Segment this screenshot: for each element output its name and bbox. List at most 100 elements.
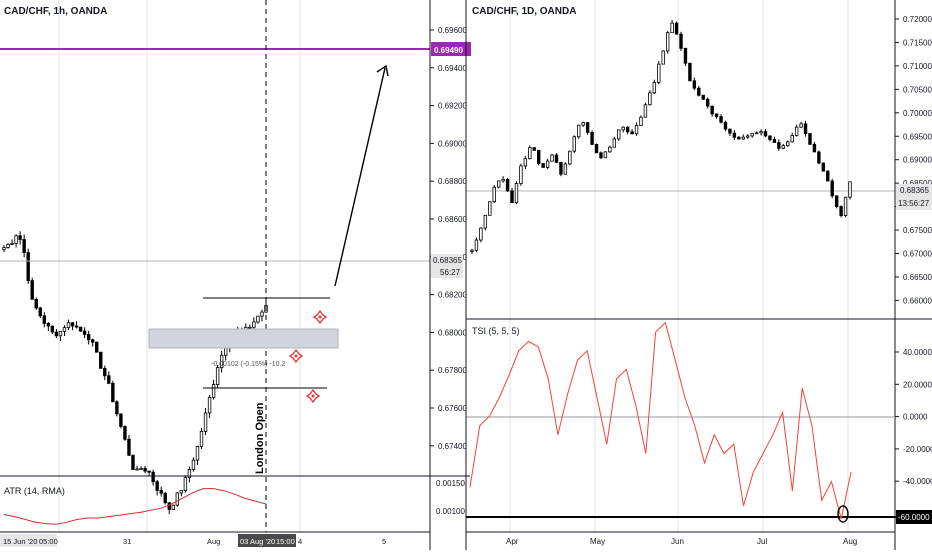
tsi-tick: -40.0000 [903,477,932,486]
candle-body [501,178,505,182]
candle-body [714,113,719,118]
target-marker[interactable] [312,309,328,325]
candle-body [30,280,34,300]
candle-body [661,50,665,65]
right-vertical-grid [509,0,849,532]
candle-body [799,123,803,128]
left-candles[interactable] [2,231,268,515]
candle-body [723,121,728,130]
candle-body [790,135,794,143]
candle-body [794,126,799,136]
time-label: 31 [123,537,131,546]
candle-body [759,131,763,134]
candle-body [123,426,127,440]
candle-body [159,490,163,494]
candle-body [817,151,821,164]
tsi-line[interactable] [469,321,852,520]
candle-body [639,116,643,126]
candle-body [14,235,18,244]
candle-body [6,244,10,248]
candle-body [772,139,777,143]
candle-body [563,163,568,175]
candle-body [479,227,483,241]
candle-body [139,468,143,470]
candle-body [248,326,252,329]
tsi-level-label: -60.0000 [898,513,930,522]
candle-body [648,92,652,106]
price-tick: 0.72000 [903,15,932,24]
candle-body [483,214,488,229]
candle-body [768,135,772,140]
candle-body [603,151,608,159]
candle-body [66,322,71,329]
candle-body [171,504,175,510]
time-label: 15 Jun '20 [3,537,37,546]
right-price-axis[interactable]: 0.72000 0.71500 0.71000 0.70500 0.70000 0.695… [895,15,932,305]
price-tick: 0.69000 [438,139,467,148]
price-tick: 0.69500 [903,132,932,141]
candle-body [175,492,180,506]
candle-body [612,138,617,148]
candle-body [50,325,55,333]
candle-body [594,144,599,154]
month-label: May [590,537,605,546]
countdown-label: 56:27 [440,268,461,277]
candle-body [568,150,572,165]
target-marker[interactable] [305,388,321,404]
last-price-badge [431,254,463,278]
candle-body [608,146,612,153]
candle-body [107,375,111,384]
candle-body [99,351,103,369]
tsi-axis[interactable]: 40.0000 20.0000 0.0000 -20.0000 -40.0000 [895,348,932,486]
atr-line[interactable] [3,488,267,525]
time-label: Aug [207,537,220,546]
candle-body [95,341,99,353]
candle-body [58,330,63,337]
supply-zone[interactable] [148,328,339,349]
price-tick: 0.69200 [438,102,467,111]
candle-body [545,160,550,168]
candle-body [550,154,554,162]
candle-body [207,396,212,414]
price-tick: 0.71500 [903,38,932,47]
price-tick: 0.67400 [438,442,467,451]
measure-label: -0.00102 (-0.15%) -10.2 [211,361,285,368]
time-label: 5 [382,537,386,546]
tsi-tick: -20.0000 [903,445,932,454]
time-label: 05:00 [39,537,58,546]
candle-body [62,327,67,332]
price-tick: 0.67500 [903,226,932,235]
target-marker[interactable] [288,348,304,364]
tsi-tick: 0.0000 [903,413,928,422]
level-badge [431,42,471,56]
candle-body [630,131,634,135]
tsi-highlight-circle[interactable] [837,505,849,523]
candle-body [131,454,135,470]
candle-body [683,47,688,64]
candle-body [541,163,545,168]
right-countdown-label: 13:56:27 [898,199,930,208]
projection-arrow[interactable] [334,67,386,287]
candle-body [719,116,723,123]
candle-body [750,132,754,137]
candle-body [737,136,741,140]
candle-body [634,125,639,135]
right-last-price-badge [896,184,932,210]
time-highlight-hour: 15:00 [276,537,295,546]
atr-title: ATR (14, RMA) [4,486,65,496]
right-candles[interactable] [470,20,852,254]
candle-body [599,152,603,159]
price-tick: 0.68200 [438,291,467,300]
candle-body [617,129,621,140]
candle-body [665,32,670,52]
price-tick: 0.69000 [903,156,932,165]
candle-body [103,367,107,377]
price-tick: 0.70500 [903,85,932,94]
left-price-axis[interactable]: 0.69600 0.69400 0.69200 0.69000 0.68800 0.686… [430,26,467,451]
candle-body [692,80,697,89]
candle-body [90,339,95,343]
candle-body [514,183,519,204]
candle-body [830,180,834,197]
price-tick: 0.67600 [438,404,467,413]
